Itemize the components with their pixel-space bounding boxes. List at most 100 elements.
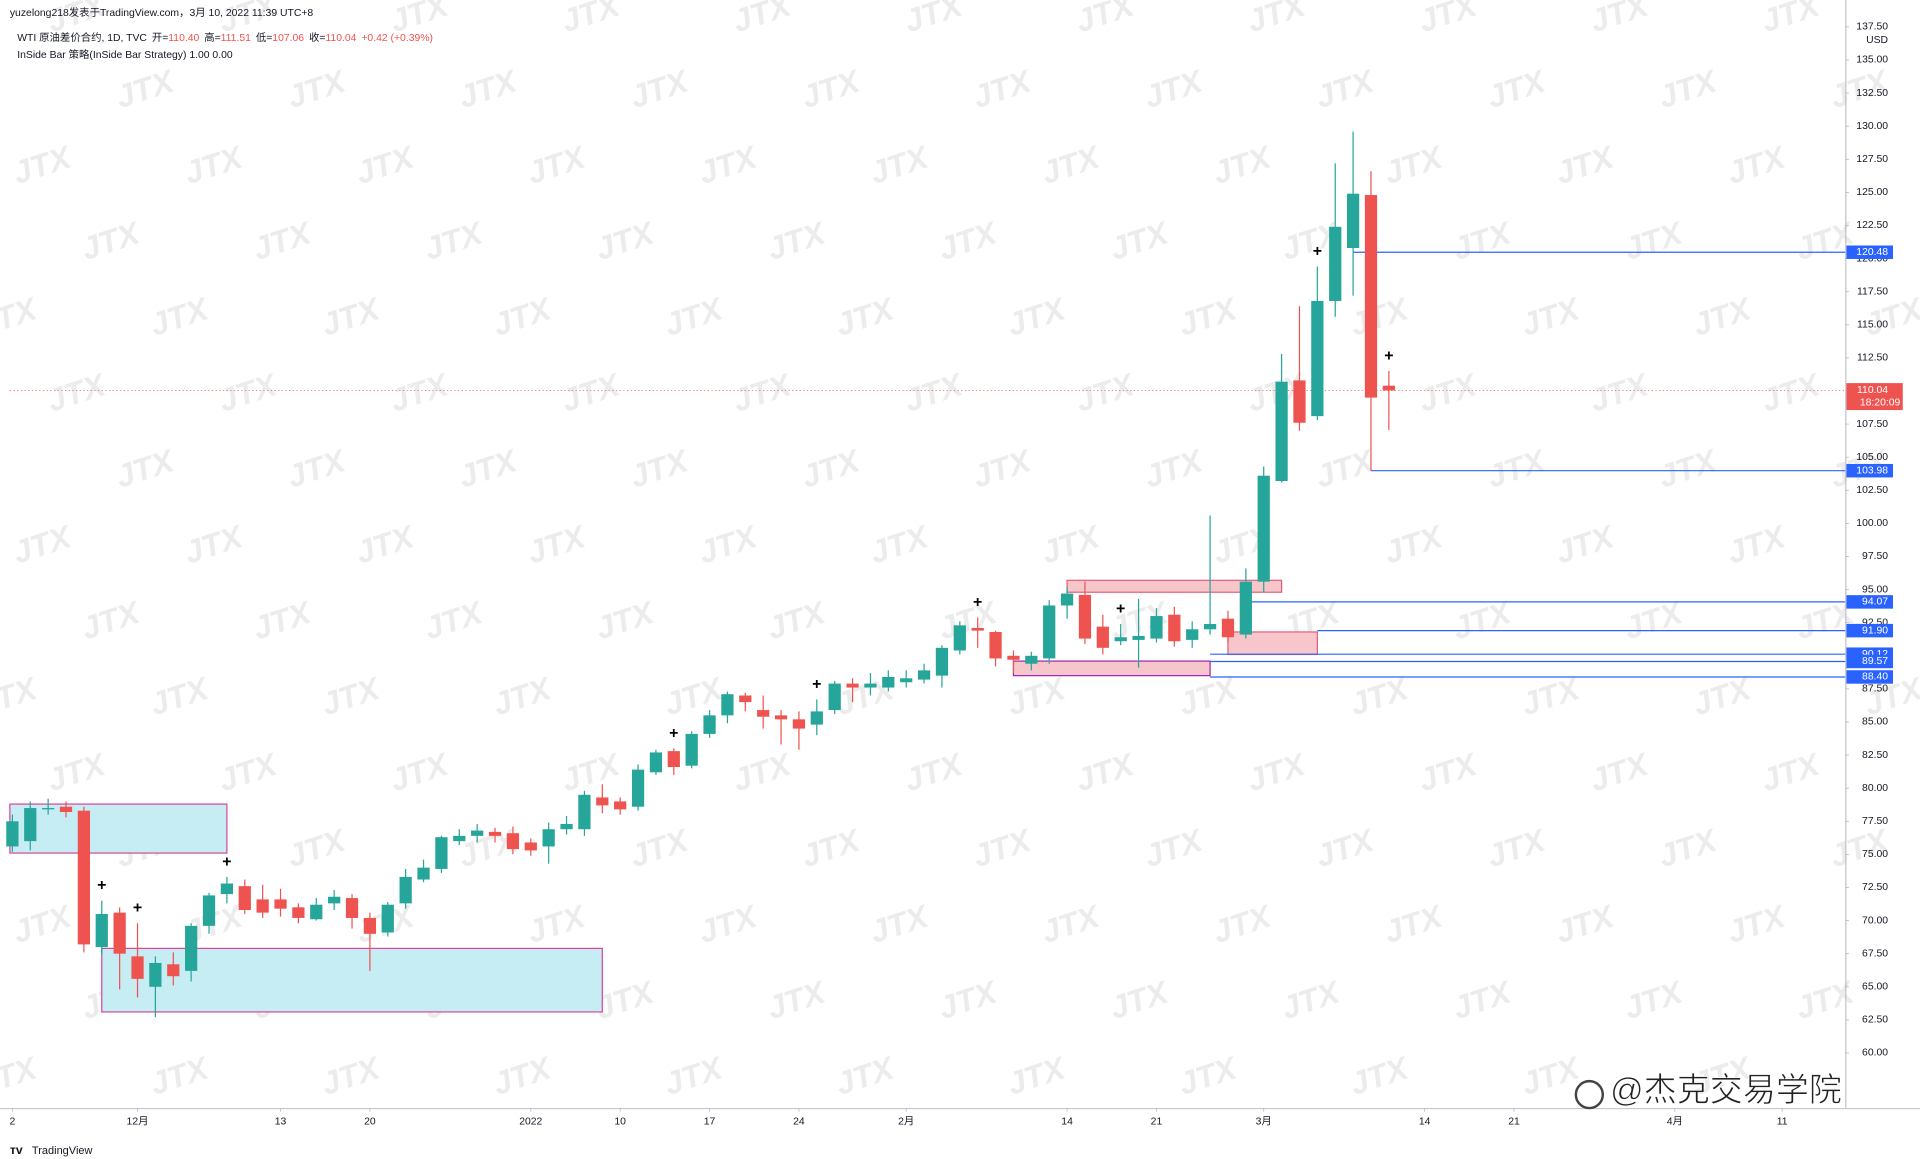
background-mark: JTX [386,745,454,798]
x-tick-label: 24 [793,1116,805,1127]
candle-body [506,833,520,850]
candle-body [935,647,949,676]
background-mark: JTX [694,138,762,191]
background-mark: JTX [934,214,1002,267]
level-price-tag [1846,623,1893,638]
candle-body [953,625,966,651]
background-mark: JTX [317,290,385,343]
candle-body [59,806,73,813]
candle-body [202,895,216,926]
candle-body [1096,626,1109,648]
background-mark: JTX [900,366,968,419]
background-mark: JTX [1174,1049,1242,1102]
candle-body [256,899,269,913]
level-price-label: 91.90 [1862,625,1888,636]
background-mark: JTX [934,973,1002,1026]
candle-body [310,904,323,920]
candle-body [1329,226,1342,301]
candle-body [453,835,466,842]
candle-body [649,752,663,773]
background-mark: JTX [146,290,214,343]
background-mark: JTX [180,138,248,191]
background-mark: JTX [454,442,522,495]
background-mark: JTX [626,442,694,495]
y-tick-label: 87.50 [1862,684,1888,695]
y-tick-label: 75.00 [1862,849,1888,860]
x-tick-label: 3月 [1256,1115,1272,1127]
background-mark: JTX [591,214,659,267]
background-mark: JTX [523,138,591,191]
background-mark: JTX [77,594,145,647]
candle-body [596,797,609,806]
background-mark: JTX [1551,518,1619,571]
x-tick-label: 17 [704,1116,716,1127]
y-tick-label: 122.50 [1856,220,1888,231]
zone-box [101,947,603,1013]
level-price-tag [1846,463,1893,478]
level-price-tag [1846,245,1893,259]
background-mark: JTX [1243,745,1311,798]
candle-body [149,962,162,987]
signal-marker: + [1384,347,1393,364]
candle-body [774,715,788,720]
y-tick-label: 115.00 [1857,320,1888,331]
zone-box [9,803,228,854]
zone-box [1012,660,1211,677]
background-mark: JTX [0,670,42,723]
y-tick-label: 95.00 [1862,584,1888,595]
background-mark: JTX [146,1049,214,1102]
background-mark: JTX [557,0,625,39]
y-tick-label: 67.50 [1862,948,1888,959]
background-mark: JTX [557,366,625,419]
candle-body [989,631,1002,659]
background-mark: JTX [865,518,933,571]
background-mark: JTX [43,366,111,419]
background-mark: JTX [317,1049,385,1102]
background-mark: JTX [1414,0,1482,39]
candle-body [1275,381,1288,482]
background-mark: JTX [797,821,865,874]
candle-body [1239,581,1252,635]
candle-body [1078,594,1092,639]
signal-marker: + [222,853,231,870]
signal-marker: + [133,900,142,917]
candle-body [971,627,984,631]
background-mark: JTX [728,0,796,39]
background-mark: JTX [1311,62,1379,115]
candle-body [488,831,502,836]
x-tick-label: 13 [275,1116,287,1127]
candle-body [238,886,251,910]
background-mark: JTX [1654,442,1722,495]
background-mark: JTX [968,62,1036,115]
y-tick-label: 65.00 [1862,982,1888,993]
background-mark: JTX [180,518,248,571]
candle-body [578,794,591,830]
background-mark: JTX [1825,821,1893,874]
background-mark: JTX [1414,745,1482,798]
y-tick-label: 85.00 [1862,717,1888,728]
background-mark: JTX [1003,290,1071,343]
candle-body [560,823,573,830]
background-mark: JTX [111,62,179,115]
x-tick-label: 4月 [1667,1115,1683,1127]
candle-body [1132,635,1145,640]
background-mark: JTX [1723,138,1791,191]
background-mark: JTX [660,670,728,723]
background-mark: JTX [591,594,659,647]
candle-body [864,683,877,688]
background-mark: JTX [728,366,796,419]
candle-body [810,711,823,725]
background-mark: JTX [523,897,591,950]
background-mark: JTX [1654,62,1722,115]
y-tick-label: 135.00 [1856,55,1888,66]
candle-body [167,964,180,977]
candle-body [1025,655,1038,664]
candle-body [846,683,859,688]
symbol-legend: WTI 原油差价合约, 1D, TVC 开=110.40 高=111.51 低=107… [17,31,433,44]
background-mark: JTX [1757,0,1825,39]
background-mark: JTX [660,1049,728,1102]
background-mark: JTX [317,670,385,723]
candle-body [1186,629,1199,640]
background-mark: JTX [763,214,831,267]
candle-body [757,710,770,717]
